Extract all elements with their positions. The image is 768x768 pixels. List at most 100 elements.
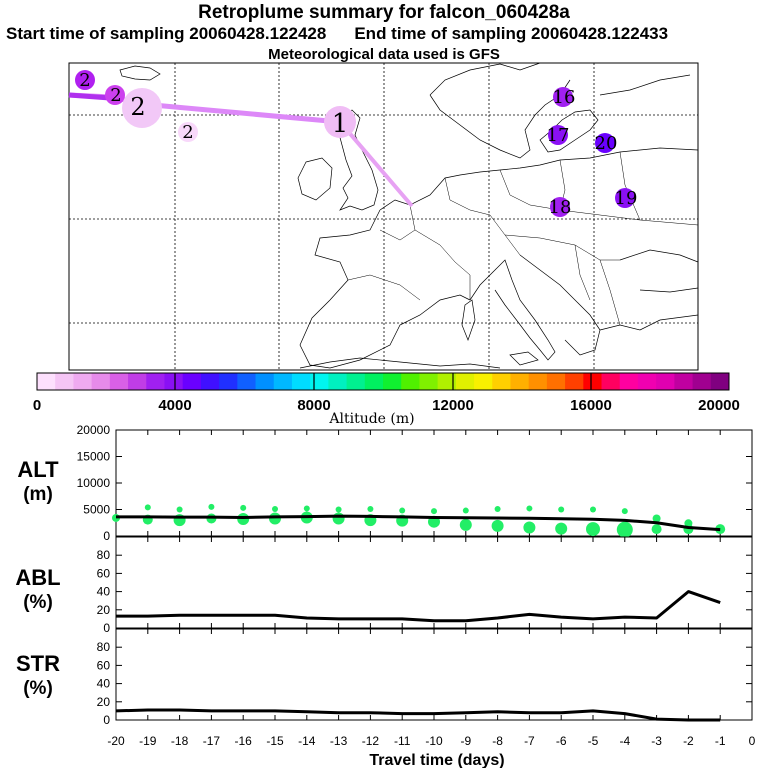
colorbar-swatch xyxy=(164,373,184,390)
colorbar-swatch xyxy=(710,373,730,390)
abl-label: ABL xyxy=(15,565,60,590)
colorbar-swatch xyxy=(692,373,712,390)
cluster-label: 16 xyxy=(553,87,576,108)
plume-trajectory-release xyxy=(338,120,414,208)
scatter-point xyxy=(523,521,536,534)
x-tick-label: 0 xyxy=(749,734,756,748)
alt-label: ALT xyxy=(17,457,59,482)
x-tick-label: -10 xyxy=(425,734,443,748)
scatter-point xyxy=(621,508,628,515)
y-tick-label: 20 xyxy=(97,603,111,617)
scatter-point xyxy=(494,505,501,512)
x-tick-label: -13 xyxy=(330,734,348,748)
colorbar-tick: 16000 xyxy=(570,397,612,414)
x-tick-label: -4 xyxy=(619,734,630,748)
colorbar-swatch xyxy=(182,373,202,390)
panel-frame xyxy=(115,628,753,721)
panel-labels: ALT (m) ABL (%) STR (%) xyxy=(15,457,60,699)
cluster-marker xyxy=(550,197,570,217)
scatter-point xyxy=(616,521,633,538)
x-tick-label: -8 xyxy=(492,734,503,748)
series-line-abl xyxy=(116,590,721,623)
altitude-colorbar xyxy=(36,372,730,391)
colorbar-swatch xyxy=(437,373,457,390)
scatter-point xyxy=(367,505,374,512)
y-tick-label: 15000 xyxy=(77,450,111,464)
colorbar-swatch xyxy=(565,373,584,390)
colorbar-swatch xyxy=(91,373,111,390)
x-tick-label: -14 xyxy=(298,734,316,748)
x-tick-label: -12 xyxy=(362,734,380,748)
colorbar-swatch xyxy=(255,373,275,390)
time-series-panels: 0 5000 10000 15000 20000 0 20 40 60 80 0 20 40 60 80 -2… xyxy=(77,423,756,748)
scatter-point xyxy=(526,505,533,512)
x-tick-label: -20 xyxy=(107,734,125,748)
end-time-label: End time of sampling 20060428.122433 xyxy=(354,24,669,43)
colorbar-swatch xyxy=(619,373,639,390)
colorbar-swatch xyxy=(128,373,147,390)
scatter-point xyxy=(332,512,345,525)
colorbar-swatch xyxy=(656,373,675,390)
colorbar-swatch xyxy=(583,373,603,390)
cluster-marker xyxy=(548,125,568,145)
colorbar-swatch xyxy=(383,373,402,390)
y-tick-label: 5000 xyxy=(83,503,110,517)
x-tick-label: -17 xyxy=(203,734,221,748)
colorbar-swatch xyxy=(419,373,439,390)
colorbar-swatch xyxy=(528,373,548,390)
cluster-marker xyxy=(553,87,573,107)
chart-title: Retroplume summary for falcon_060428a xyxy=(198,2,570,23)
y-tick-label: 80 xyxy=(97,548,111,562)
y-tick-label: 0 xyxy=(103,621,110,635)
cluster-label: 2 xyxy=(182,122,193,143)
colorbar-tick: 8000 xyxy=(297,397,330,414)
colorbar-swatch xyxy=(346,373,366,390)
scatter-point xyxy=(272,505,278,512)
scatter-point xyxy=(240,504,247,511)
y-tick-label: 20000 xyxy=(77,423,111,437)
cluster-marker xyxy=(122,88,162,128)
series-line-str xyxy=(115,708,721,722)
x-tick-label: -5 xyxy=(588,734,599,748)
cluster-marker xyxy=(178,122,198,142)
cluster-marker xyxy=(595,133,615,153)
coastlines xyxy=(119,62,699,369)
x-tick-label: -16 xyxy=(235,734,253,748)
x-tick-label: -9 xyxy=(460,734,471,748)
colorbar-swatch xyxy=(364,373,384,390)
scatter-point xyxy=(176,506,183,513)
str-unit: (%) xyxy=(23,678,53,699)
scatter-point xyxy=(303,505,310,512)
y-tick-label: 0 xyxy=(103,713,110,727)
colorbar-swatch xyxy=(310,373,329,390)
series-line-alt xyxy=(116,514,721,532)
colorbar-frame xyxy=(36,372,730,391)
colorbar-tick: 12000 xyxy=(432,397,474,414)
y-tick-label: 60 xyxy=(97,566,111,580)
colorbar-swatch xyxy=(510,373,530,390)
cluster-label: 2 xyxy=(79,70,90,91)
cluster-label: 18 xyxy=(549,197,572,218)
colorbar-tick: 20000 xyxy=(698,397,740,414)
scatter-point xyxy=(459,518,472,531)
start-time-label: Start time of sampling 20060428.122428 xyxy=(6,24,327,43)
cluster-marker xyxy=(615,188,635,208)
scatter-point xyxy=(652,514,661,523)
cluster-label: 1 xyxy=(332,109,349,139)
colorbar-swatch xyxy=(291,373,311,390)
str-label: STR xyxy=(16,651,60,676)
scatter-point xyxy=(651,524,662,535)
y-tick-label: 40 xyxy=(97,677,111,691)
colorbar-swatch xyxy=(601,373,621,390)
colorbar-swatch xyxy=(219,373,238,390)
x-tick-label: -19 xyxy=(139,734,157,748)
scatter-point xyxy=(590,506,596,513)
colorbar-swatch xyxy=(637,373,657,390)
colorbar-swatch xyxy=(474,373,493,390)
colorbar-swatch xyxy=(273,373,293,390)
colorbar-swatch xyxy=(546,373,566,390)
x-tick-label: -7 xyxy=(524,734,535,748)
colorbar-swatch xyxy=(146,373,165,390)
y-tick-label: 20 xyxy=(97,695,111,709)
cluster-marker xyxy=(324,106,356,138)
